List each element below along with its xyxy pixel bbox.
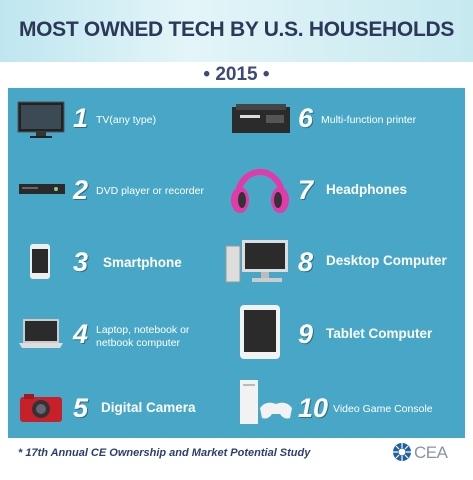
item-label: Video Game Console — [333, 403, 433, 415]
rank: 10 — [298, 393, 329, 423]
item-label: Digital Camera — [101, 400, 196, 415]
rank: 3 — [73, 247, 89, 277]
rank: 6 — [298, 103, 314, 133]
rank: 2 — [73, 175, 89, 205]
logo-text: CEA — [414, 443, 448, 462]
year: • 2015 • — [203, 64, 270, 85]
rank: 9 — [298, 319, 314, 349]
item-label: Smartphone — [103, 255, 182, 270]
desktop-icon — [225, 240, 288, 283]
camera-icon — [20, 394, 62, 422]
rank: 8 — [298, 247, 314, 277]
rank: 4 — [73, 319, 89, 349]
item-label: Tablet Computer — [326, 326, 433, 341]
rank: 1 — [73, 103, 89, 133]
header-band — [0, 0, 473, 62]
tablet-icon — [240, 305, 280, 359]
headphones-icon — [231, 169, 289, 213]
item-label: DVD player or recorder — [96, 185, 204, 197]
rank: 5 — [73, 393, 89, 423]
item-label: Headphones — [326, 182, 408, 197]
dvd-icon — [19, 184, 65, 194]
tv-icon — [17, 101, 65, 138]
console-icon — [240, 380, 292, 424]
footnote: * 17th Annual CE Ownership and Market Po… — [18, 447, 311, 459]
printer-icon — [232, 104, 290, 133]
item-label: Laptop, notebook or netbook computer — [96, 324, 190, 349]
item-label: Multi-function printer — [321, 114, 417, 126]
item-label: TV(any type) — [96, 114, 157, 126]
title: MOST OWNED TECH BY U.S. HOUSEHOLDS — [18, 18, 455, 41]
smartphone-icon — [30, 244, 50, 279]
rank: 7 — [298, 175, 314, 205]
item-label: Desktop Computer — [326, 253, 447, 268]
logo-mark — [393, 443, 411, 461]
laptop-icon — [19, 319, 63, 348]
